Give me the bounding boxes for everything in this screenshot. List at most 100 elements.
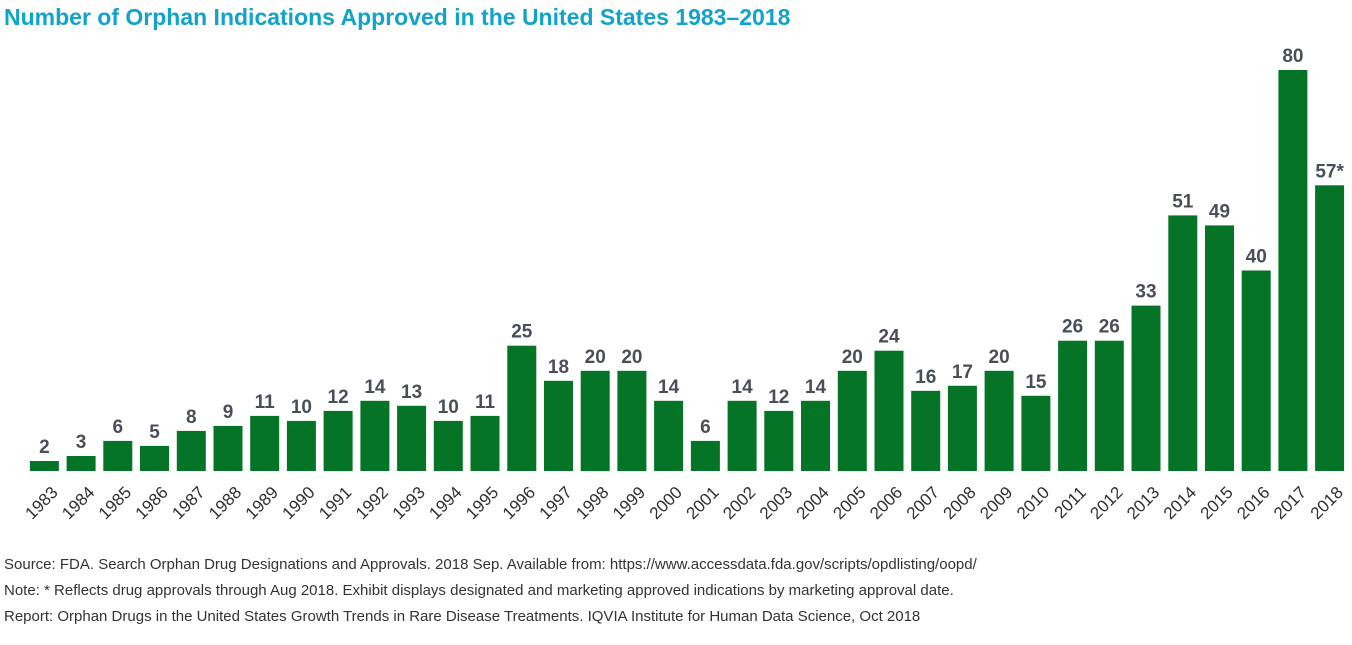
- tick-label-1983: 1983: [22, 483, 62, 523]
- bar-2007: [911, 390, 941, 471]
- bar-1995: [470, 415, 500, 471]
- bar-1983: [29, 461, 59, 471]
- tick-label-1994: 1994: [425, 483, 465, 523]
- bar-2018: [1315, 185, 1345, 472]
- tick-label-2006: 2006: [866, 483, 906, 523]
- bar-2006: [874, 350, 904, 471]
- value-label-1991: 12: [328, 387, 349, 408]
- bar-1986: [140, 445, 169, 471]
- tick-label-2007: 2007: [903, 483, 943, 523]
- bar-1991: [323, 410, 353, 472]
- tick-label-2012: 2012: [1086, 483, 1126, 523]
- tick-label-2005: 2005: [829, 483, 869, 523]
- tick-label-1988: 1988: [205, 483, 245, 523]
- bar-2004: [801, 400, 830, 471]
- tick-label-2009: 2009: [976, 483, 1016, 523]
- value-label-2008: 17: [952, 362, 973, 383]
- value-label-2013: 33: [1135, 282, 1156, 303]
- bar-2002: [727, 400, 757, 471]
- tick-label-1991: 1991: [315, 483, 355, 523]
- value-label-2010: 15: [1025, 372, 1047, 393]
- tick-label-2018: 2018: [1307, 483, 1347, 523]
- bar-1992: [360, 400, 390, 471]
- value-label-2005: 20: [842, 347, 863, 368]
- note-text: Note: * Reflects drug approvals through …: [4, 582, 954, 599]
- tick-label-2014: 2014: [1160, 483, 1200, 523]
- bar-2017: [1278, 70, 1308, 471]
- tick-label-2013: 2013: [1123, 483, 1163, 523]
- chart-title: Number of Orphan Indications Approved in…: [4, 4, 791, 30]
- tick-label-2008: 2008: [940, 483, 980, 523]
- tick-label-1989: 1989: [242, 483, 282, 523]
- tick-label-2016: 2016: [1233, 483, 1273, 523]
- tick-label-1986: 1986: [132, 483, 172, 523]
- value-label-2014: 51: [1172, 191, 1194, 212]
- value-label-1996: 25: [511, 322, 533, 343]
- bar-2009: [984, 370, 1014, 472]
- bar-2016: [1241, 270, 1271, 471]
- footnotes: Source: FDA. Search Orphan Drug Designat…: [4, 552, 977, 630]
- bar-1990: [286, 420, 316, 471]
- tick-label-2015: 2015: [1197, 483, 1237, 523]
- bars-group: [29, 70, 1345, 472]
- tick-label-2017: 2017: [1270, 483, 1310, 523]
- value-label-1986: 5: [149, 422, 160, 443]
- value-label-1998: 20: [585, 347, 606, 368]
- bar-1988: [213, 425, 243, 471]
- value-label-2006: 24: [878, 327, 900, 348]
- value-label-2004: 14: [805, 377, 827, 398]
- report-note: Report: Orphan Drugs in the United State…: [4, 608, 921, 625]
- bar-1998: [580, 370, 610, 472]
- bar-2010: [1021, 395, 1051, 471]
- tick-label-1987: 1987: [168, 483, 208, 523]
- bar-1993: [397, 405, 427, 471]
- tick-label-1985: 1985: [95, 483, 135, 523]
- value-label-1984: 3: [76, 432, 87, 453]
- tick-label-2001: 2001: [683, 483, 723, 523]
- value-label-1987: 8: [186, 407, 197, 428]
- value-label-2018: 57*: [1315, 161, 1344, 182]
- tick-label-1997: 1997: [536, 483, 576, 523]
- bar-1987: [176, 430, 206, 471]
- value-label-1989: 11: [255, 392, 276, 413]
- value-label-1988: 9: [223, 402, 234, 423]
- tick-label-1984: 1984: [58, 483, 98, 523]
- tick-label-2011: 2011: [1051, 483, 1090, 522]
- tick-label-1996: 1996: [499, 483, 539, 523]
- tick-label-2003: 2003: [756, 483, 796, 523]
- bar-1985: [103, 440, 133, 471]
- value-label-2012: 26: [1099, 317, 1120, 338]
- value-label-1995: 11: [475, 392, 496, 413]
- value-label-1999: 20: [621, 347, 642, 368]
- bar-1996: [507, 345, 537, 471]
- bar-2003: [764, 410, 794, 472]
- value-label-2015: 49: [1209, 201, 1230, 222]
- bar-2000: [654, 400, 684, 471]
- bar-1984: [66, 456, 96, 471]
- value-label-1990: 10: [291, 397, 312, 418]
- bar-1997: [544, 380, 573, 471]
- value-label-2009: 20: [989, 347, 1010, 368]
- x-axis-tick-labels: 1983198419851986198719881989199019911992…: [22, 483, 1347, 523]
- value-label-2000: 14: [658, 377, 680, 398]
- bar-1989: [250, 415, 280, 471]
- value-label-1983: 2: [39, 437, 50, 458]
- value-label-2016: 40: [1246, 247, 1267, 268]
- bar-2011: [1058, 340, 1088, 471]
- value-label-2001: 6: [700, 417, 711, 438]
- value-label-2011: 26: [1062, 317, 1083, 338]
- tick-label-1992: 1992: [352, 483, 392, 523]
- tick-label-1998: 1998: [572, 483, 612, 523]
- value-label-2017: 80: [1282, 46, 1303, 67]
- value-labels-group: 2 3 6 5 8 9 11 10 12 14 13 10 11 25 18 20 20 14 6 14 12 14 20 2…: [39, 46, 1344, 458]
- value-label-2002: 14: [732, 377, 754, 398]
- value-label-2003: 12: [768, 387, 789, 408]
- value-label-1992: 14: [364, 377, 386, 398]
- tick-label-2010: 2010: [1013, 483, 1053, 523]
- value-label-1994: 10: [438, 397, 459, 418]
- bar-2015: [1205, 225, 1234, 471]
- tick-label-2004: 2004: [793, 483, 833, 523]
- bar-2014: [1168, 215, 1198, 471]
- value-label-1985: 6: [113, 417, 124, 438]
